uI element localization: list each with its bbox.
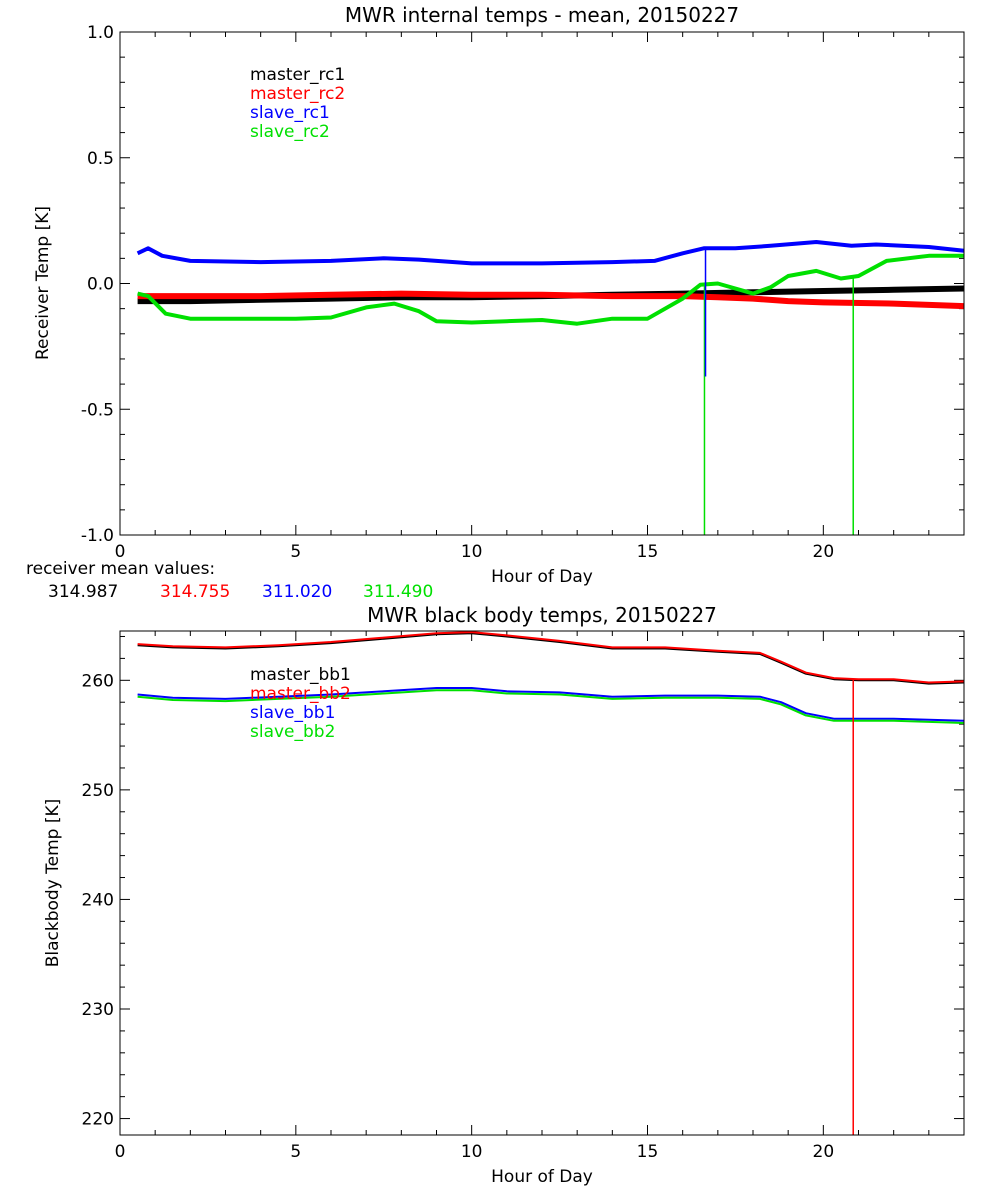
series-line-master-rc2 [137,290,965,310]
blackbody-x-tick-label: 20 [813,1142,835,1162]
series-line-master-bb2 [137,631,965,684]
receiver-x-tick-label: 5 [290,542,301,562]
receiver-mean-values: receiver mean values: 314.987 314.755 31… [26,559,433,602]
blackbody-x-tick-label: 10 [461,1142,483,1162]
series-line-master-bb1 [137,632,965,685]
legend-slave-bb2: slave_bb2 [250,722,335,742]
blackbody-chart-title: MWR black body temps, 20150227 [367,603,717,627]
mean-value-slave-rc2: 311.490 [363,582,433,602]
receiver-x-axis-label: Hour of Day [491,567,593,587]
mean-values-label: receiver mean values: [26,559,215,579]
legend-master-bb1: master_bb1 [250,665,351,685]
series-line-slave-rc1 [136,240,965,266]
receiver-chart-title: MWR internal temps - mean, 20150227 [345,3,739,27]
mean-value-master-rc1: 314.987 [48,582,118,602]
blackbody-x-axis-label: Hour of Day [491,1167,593,1187]
blackbody-y-tick-label: 220 [82,1110,114,1130]
legend-master-rc1: master_rc1 [250,65,345,85]
receiver-y-tick-label: 0.0 [87,275,114,295]
mean-value-master-rc2: 314.755 [160,582,230,602]
receiver-y-axis-label: Receiver Temp [K] [33,206,53,360]
receiver-y-tick-label: -0.5 [81,400,114,420]
blackbody-x-tick-label: 15 [637,1142,659,1162]
blackbody-plot-frame [119,630,965,1136]
receiver-temp-panel: MWR internal temps - mean, 20150227 0 5 10… [26,3,965,602]
receiver-x-tick-label: 0 [115,542,126,562]
mean-value-slave-rc1: 311.020 [262,582,332,602]
receiver-y-tick-label: -1.0 [81,526,114,546]
legend-slave-bb1: slave_bb1 [250,703,335,723]
blackbody-x-tick-label: 0 [115,1142,126,1162]
series-line-slave-rc2 [137,253,964,326]
series-line-slave-bb1 [137,687,965,722]
legend-slave-rc1: slave_rc1 [250,103,330,123]
blackbody-y-tick-label: 230 [82,1000,114,1020]
receiver-x-tick-label: 20 [813,542,835,562]
receiver-x-tick-label: 10 [461,542,483,562]
receiver-legend: master_rc1 master_rc2 slave_rc1 slave_rc… [250,65,345,142]
legend-slave-rc2: slave_rc2 [250,122,330,142]
series-line-slave-bb2 [137,689,965,724]
legend-master-rc2: master_rc2 [250,84,345,104]
blackbody-legend: master_bb1 master_bb2 slave_bb1 slave_bb… [250,665,351,742]
blackbody-y-tick-label: 250 [82,781,114,801]
blackbody-temp-panel: MWR black body temps, 20150227 0 5 10 15 20 2… [43,603,965,1187]
receiver-plot-frame [119,31,965,536]
receiver-y-tick-label: 1.0 [87,23,114,43]
blackbody-y-tick-label: 260 [82,671,114,691]
blackbody-y-axis-label: Blackbody Temp [K] [43,799,63,968]
blackbody-x-tick-label: 5 [290,1142,301,1162]
receiver-x-tick-label: 15 [637,542,659,562]
blackbody-y-tick-label: 240 [82,890,114,910]
legend-master-bb2: master_bb2 [250,684,351,704]
receiver-y-tick-label: 0.5 [87,149,114,169]
